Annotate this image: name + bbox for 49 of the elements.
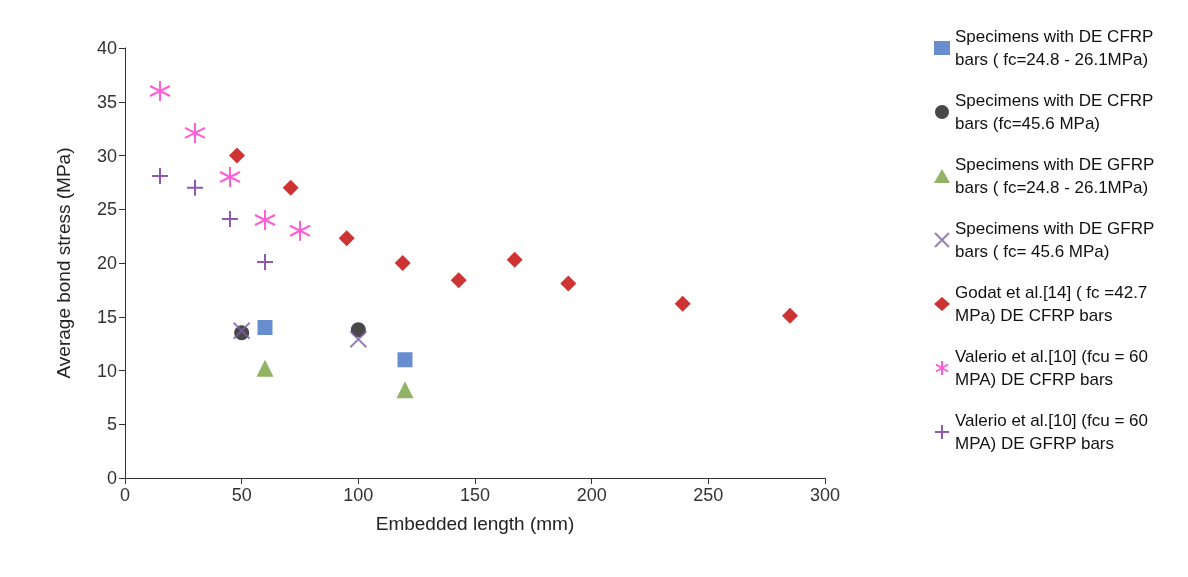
y-tick-label: 10 (96, 360, 117, 381)
point (256, 359, 274, 377)
point (282, 179, 299, 196)
point (397, 352, 413, 368)
y-axis-title: Average bond stress (MPa) (53, 147, 74, 379)
y-tick-label: 0 (106, 468, 117, 488)
y-tick-label: 30 (96, 145, 117, 166)
point (560, 275, 577, 292)
point (256, 252, 274, 271)
point (394, 255, 411, 271)
point (229, 147, 245, 164)
x-tick-label: 150 (459, 485, 491, 505)
y-tick-label: 25 (96, 199, 117, 220)
point (257, 320, 273, 335)
point (254, 209, 276, 231)
point (338, 230, 355, 247)
point (450, 272, 467, 289)
x-tick-label: 300 (809, 485, 841, 505)
point (349, 330, 368, 349)
y-tick-label: 5 (106, 414, 117, 435)
y-tick-label: 40 (96, 38, 117, 58)
point (232, 321, 251, 340)
point (506, 251, 523, 268)
x-axis-title: Embedded length (mm) (375, 513, 575, 534)
y-tick-label: 20 (96, 253, 117, 273)
x-tick-label: 0 (119, 485, 131, 505)
point (219, 166, 241, 188)
legend-label: Specimens with DE GFRP bars ( fc= 45.6 MPa) (955, 219, 1159, 261)
point (151, 166, 169, 185)
y-tick-label: 35 (96, 91, 117, 112)
point (184, 121, 206, 144)
point (674, 295, 691, 312)
point (782, 307, 798, 324)
x-tick-label: 100 (343, 485, 374, 505)
point (289, 219, 311, 242)
legend-label: Specimens with DE CFRP bars (fc=45.6 MPa) (955, 91, 1158, 133)
point (186, 178, 204, 197)
legend-label: Godat et al.[14] ( fc =42.7 MPa) DE CFRP bars (955, 283, 1153, 325)
point (221, 209, 239, 228)
point (396, 381, 414, 399)
legend-label: Valerio et al.[10] (fcu = 60 MPA) DE CFRP bars (955, 347, 1153, 389)
legend-label: Valerio et al.[10] (fcu = 60 MPA) DE GFRP bars (955, 411, 1153, 453)
x-tick-label: 250 (693, 485, 724, 505)
legend-label: Specimens with DE CFRP bars ( fc=24.8 - 26.1MPa) (955, 27, 1158, 69)
y-tick-label: 15 (96, 306, 117, 327)
legend-label: Specimens with DE GFRP bars ( fc=24.8 - 26.1MPa) (955, 155, 1159, 197)
x-tick-label: 200 (576, 485, 607, 505)
point (149, 80, 171, 102)
x-tick-label: 50 (231, 485, 252, 505)
